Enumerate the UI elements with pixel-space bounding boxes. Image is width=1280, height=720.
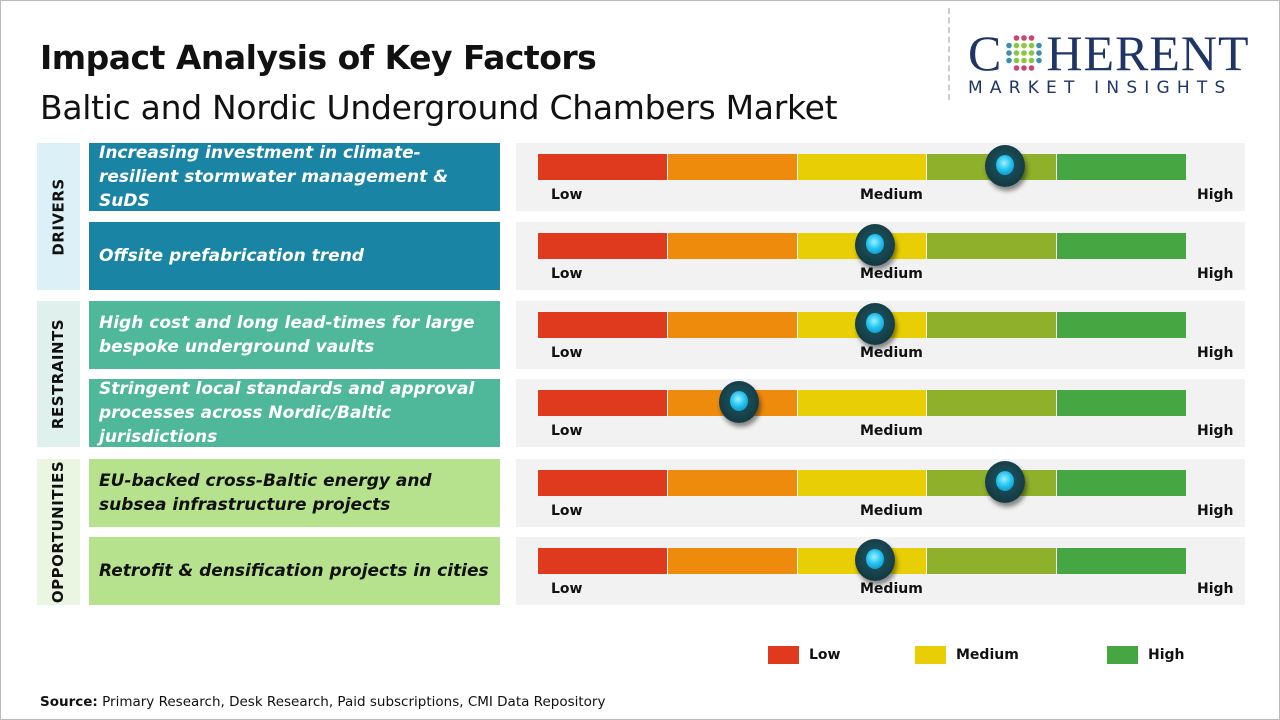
gauge-medium-label: Medium — [860, 581, 923, 597]
gauge-high-label: High — [1197, 345, 1234, 361]
gauge-segment — [538, 233, 668, 259]
category-drivers: DRIVERS — [37, 143, 80, 290]
gauge-segment — [667, 233, 798, 259]
gauge-medium-label: Medium — [860, 423, 923, 439]
gauge-segment — [538, 154, 668, 180]
legend-item: High — [1107, 646, 1185, 664]
source-note: Source: Primary Research, Desk Research,… — [40, 694, 605, 710]
impact-marker-icon — [984, 461, 1025, 503]
gauge-low-label: Low — [551, 423, 583, 439]
gauge-segment — [667, 470, 798, 496]
gauge-segment — [538, 548, 668, 574]
factor-box: Increasing investment in climate-resilie… — [89, 143, 500, 211]
gauge-medium-label: Medium — [860, 266, 923, 282]
gauge-segment — [538, 312, 668, 338]
legend-swatch — [915, 646, 946, 664]
gauge-medium-label: Medium — [860, 187, 923, 203]
factor-text: High cost and long lead-times for large … — [99, 313, 475, 357]
impact-gauge: Low Medium High — [516, 143, 1245, 211]
legend-swatch — [768, 646, 799, 664]
gauge-segment — [667, 548, 798, 574]
impact-marker-icon — [854, 539, 895, 581]
gauge-segment — [1057, 470, 1186, 496]
gauge-low-label: Low — [551, 187, 583, 203]
gauge-segment — [927, 233, 1058, 259]
gauge-segment — [667, 154, 798, 180]
factor-box: Retrofit & densification projects in cit… — [89, 537, 500, 605]
gauge-bar — [538, 548, 1186, 574]
gauge-segment — [927, 390, 1058, 416]
gauge-low-label: Low — [551, 345, 583, 361]
gauge-medium-label: Medium — [860, 345, 923, 361]
gauge-bar — [538, 390, 1186, 416]
factor-box: EU-backed cross-Baltic energy and subsea… — [89, 459, 500, 527]
category-label: DRIVERS — [49, 177, 68, 256]
gauge-high-label: High — [1197, 266, 1234, 282]
coherent-logo: C HERENT MARKET INSIGHTS — [968, 28, 1260, 98]
legend-item: Medium — [915, 646, 1019, 664]
impact-marker-icon — [854, 303, 895, 345]
factor-text: EU-backed cross-Baltic energy and subsea… — [99, 471, 432, 515]
factor-text: Retrofit & densification projects in cit… — [99, 561, 489, 581]
logo-letter: C — [968, 25, 1003, 81]
legend-label: Medium — [956, 647, 1019, 663]
gauge-low-label: Low — [551, 503, 583, 519]
impact-marker-icon — [984, 145, 1025, 187]
legend-label: High — [1148, 647, 1185, 663]
gauge-bar — [538, 470, 1186, 496]
factor-box: High cost and long lead-times for large … — [89, 301, 500, 369]
gauge-segment — [667, 312, 798, 338]
gauge-high-label: High — [1197, 187, 1234, 203]
legend-item: Low — [768, 646, 840, 664]
gauge-segment — [1057, 233, 1186, 259]
gauge-segment — [797, 154, 928, 180]
factor-box: Stringent local standards and approval p… — [89, 379, 500, 447]
factor-text: Stringent local standards and approval p… — [99, 379, 475, 447]
gauge-high-label: High — [1197, 503, 1234, 519]
legend-label: Low — [809, 647, 841, 663]
impact-gauge: Low Medium High — [516, 301, 1245, 369]
gauge-segment — [797, 470, 928, 496]
gauge-segment — [1057, 154, 1186, 180]
category-restraints: RESTRAINTS — [37, 301, 80, 447]
gauge-segment — [1057, 548, 1186, 574]
gauge-segment — [927, 548, 1058, 574]
factor-text: Increasing investment in climate-resilie… — [99, 143, 449, 211]
gauge-segment — [538, 390, 668, 416]
impact-marker-icon — [718, 381, 759, 423]
gauge-segment — [1057, 390, 1186, 416]
gauge-low-label: Low — [551, 581, 583, 597]
page-subtitle: Baltic and Nordic Underground Chambers M… — [40, 88, 838, 127]
gauge-medium-label: Medium — [860, 503, 923, 519]
gauge-high-label: High — [1197, 581, 1234, 597]
impact-gauge: Low Medium High — [516, 537, 1245, 605]
legend-swatch — [1107, 646, 1138, 664]
category-label: RESTRAINTS — [49, 318, 68, 430]
gauge-segment — [1057, 312, 1186, 338]
gauge-segment — [797, 390, 928, 416]
gauge-high-label: High — [1197, 423, 1234, 439]
logo-word: HERENT — [1046, 25, 1250, 81]
factor-box: Offsite prefabrication trend — [89, 222, 500, 290]
category-label: OPPORTUNITIES — [49, 460, 68, 604]
factor-text: Offsite prefabrication trend — [99, 246, 364, 266]
source-text: Primary Research, Desk Research, Paid su… — [97, 694, 606, 710]
globe-icon — [1006, 35, 1043, 71]
page-title: Impact Analysis of Key Factors — [40, 38, 597, 77]
gauge-low-label: Low — [551, 266, 583, 282]
logo-tagline: MARKET INSIGHTS — [968, 78, 1233, 98]
divider — [948, 8, 950, 100]
impact-gauge: Low Medium High — [516, 222, 1245, 290]
gauge-bar — [538, 154, 1186, 180]
impact-marker-icon — [854, 224, 895, 266]
source-label: Source: — [40, 694, 98, 710]
category-opportunities: OPPORTUNITIES — [37, 459, 80, 605]
impact-gauge: Low Medium High — [516, 379, 1245, 447]
gauge-segment — [927, 312, 1058, 338]
gauge-segment — [538, 470, 668, 496]
impact-gauge: Low Medium High — [516, 459, 1245, 527]
